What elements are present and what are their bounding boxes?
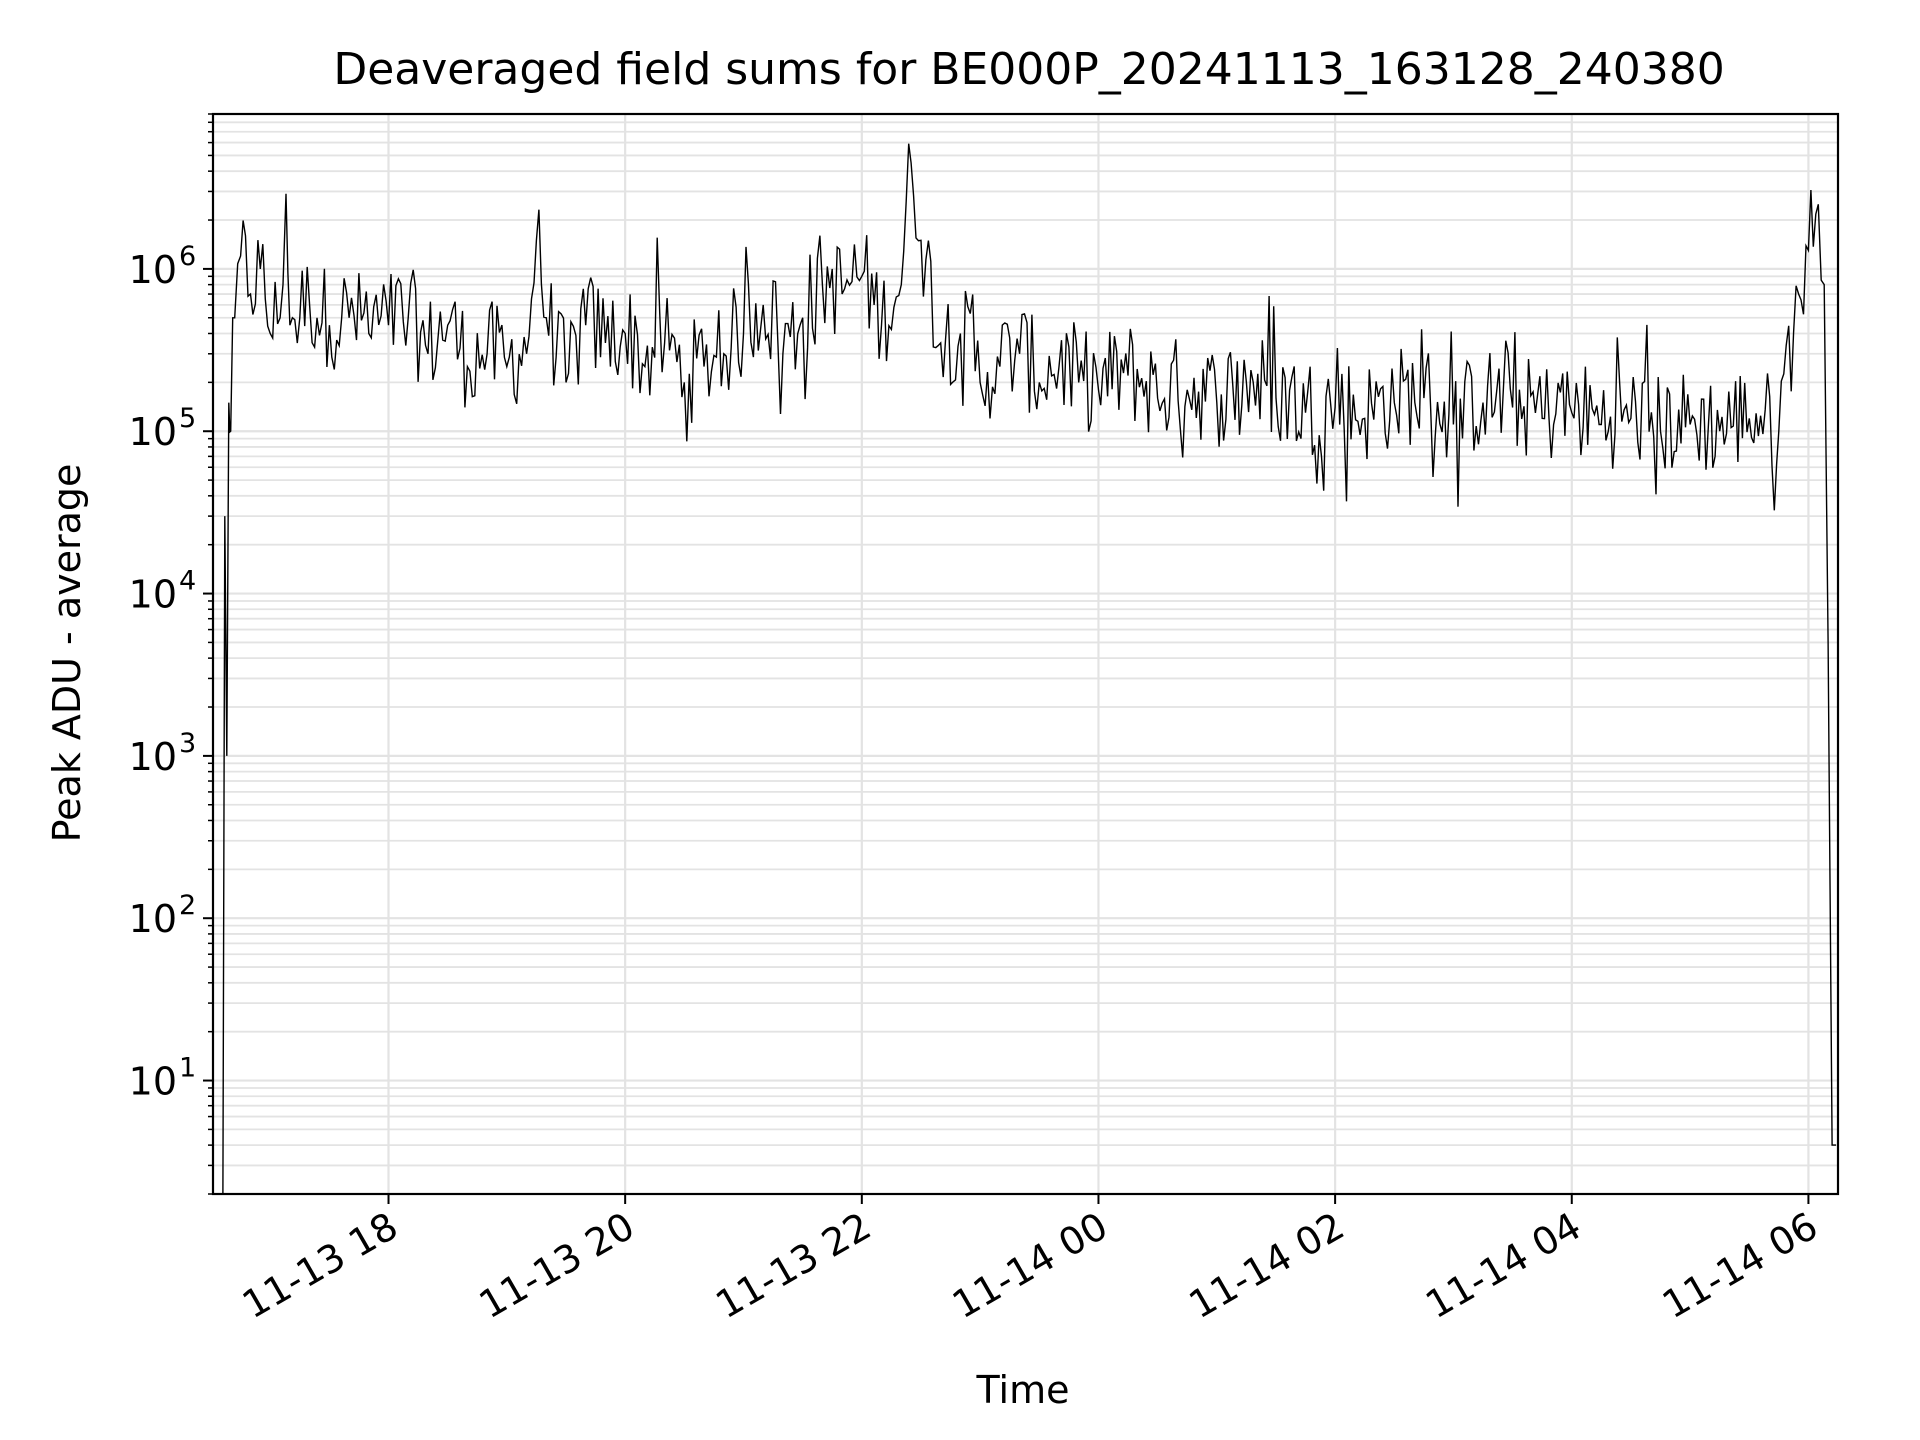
series-layer [222, 143, 1836, 1195]
y-tick-base: 10 [129, 897, 177, 941]
y-tick-base: 10 [129, 248, 177, 292]
y-tick-label: 10 [129, 248, 177, 292]
y-tick-exponent: 5 [179, 403, 196, 434]
series-line [222, 143, 1836, 1195]
chart-title: Deaveraged field sums for BE000P_2024111… [333, 44, 1724, 95]
y-tick-label: 10 [129, 410, 177, 454]
y-tick-exponent: 6 [179, 241, 196, 272]
y-tick-exponent: 4 [179, 566, 196, 597]
y-tick-base: 10 [129, 573, 177, 617]
y-tick-label: 10 [129, 573, 177, 617]
y-tick-label: 10 [129, 735, 177, 779]
x-axis-label: Time [976, 1368, 1070, 1412]
plot-frame [211, 112, 1840, 1196]
y-tick-label: 10 [129, 1060, 177, 1104]
y-tick-label: 10 [129, 897, 177, 941]
y-tick-exponent: 2 [179, 890, 196, 921]
y-tick-base: 10 [129, 410, 177, 454]
y-tick-base: 10 [129, 1060, 177, 1104]
y-tick-exponent: 3 [179, 728, 196, 759]
y-tick-base: 10 [129, 735, 177, 779]
y-tick-exponent: 1 [179, 1053, 196, 1084]
y-axis-label: Peak ADU - average [45, 464, 89, 843]
grid [213, 113, 1838, 1195]
